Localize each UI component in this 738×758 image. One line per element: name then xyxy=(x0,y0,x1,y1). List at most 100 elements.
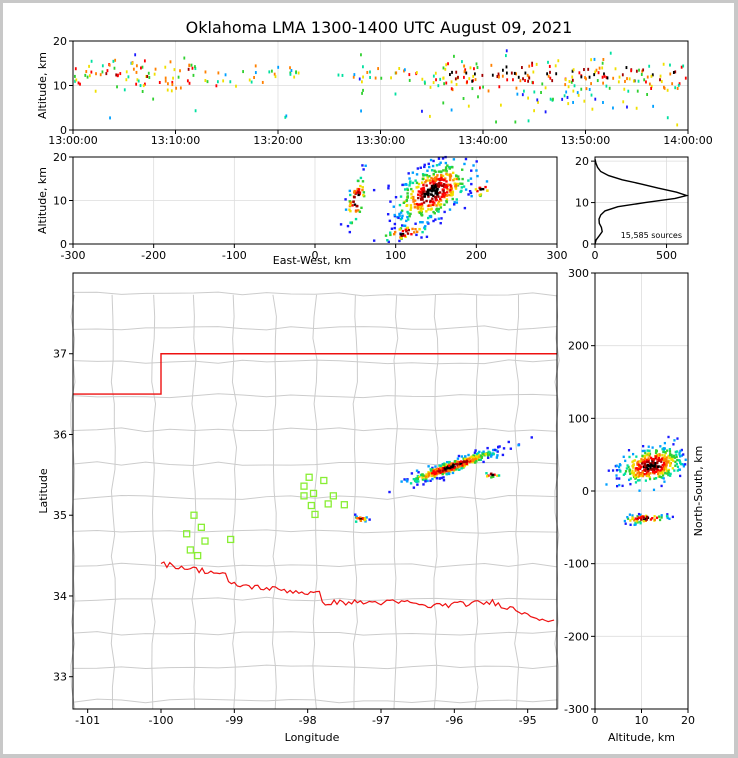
ew-source-mark-1-348 xyxy=(413,206,417,209)
ew-source-mark-1-339 xyxy=(420,198,423,201)
ns-source-mark-0-331 xyxy=(662,448,666,452)
map-source-mark-0-195 xyxy=(489,455,493,458)
ew-source-mark-2-37 xyxy=(420,236,423,239)
ew-source-mark-3-5 xyxy=(485,180,489,183)
map-source-mark-2-0 xyxy=(487,474,490,477)
ew-source-mark-1-157 xyxy=(437,170,441,173)
time-source-mark-4-63 xyxy=(497,75,500,79)
ew-source-mark-1-172 xyxy=(427,195,430,198)
ew-source-mark-1-345 xyxy=(469,191,473,195)
ns-source-mark-0-30 xyxy=(646,449,649,452)
map-source-mark-0-136 xyxy=(457,461,461,464)
time-source-mark-0-88 xyxy=(175,86,178,90)
time-source-mark-0-1 xyxy=(169,60,172,64)
ns-source-mark-0-194 xyxy=(663,463,666,467)
ns-source-mark-0-45 xyxy=(679,474,682,478)
ew-source-mark-1-374 xyxy=(432,172,435,176)
ew-source-mark-1-64 xyxy=(438,179,442,182)
time-source-mark-2-0 xyxy=(352,75,355,79)
map-source-mark-1-0 xyxy=(359,516,362,519)
ew-source-mark-0-54 xyxy=(346,224,350,228)
ew-source-mark-3-14 xyxy=(478,193,481,197)
ns-source-mark-0-262 xyxy=(628,455,631,459)
ns-source-mark-0-288 xyxy=(631,469,634,473)
time-source-mark-4-138 xyxy=(627,89,630,93)
ew-source-mark-1-6 xyxy=(435,176,438,179)
ew-source-mark-1-406 xyxy=(429,204,432,207)
county-line-ns xyxy=(554,294,560,710)
ew-source-mark-1-291 xyxy=(400,224,404,227)
ns-source-mark-0-239 xyxy=(648,449,651,453)
time-source-mark-4-89 xyxy=(626,105,628,109)
ns-source-mark-0-246 xyxy=(657,456,661,460)
ns-source-mark-0-276 xyxy=(664,457,667,461)
time-source-mark-4-178 xyxy=(547,60,549,64)
ew-source-mark-1-331 xyxy=(403,188,407,191)
lma-station-marker-8 xyxy=(320,476,328,485)
ew-source-mark-1-333 xyxy=(455,201,459,204)
time-source-mark-4-139 xyxy=(601,66,604,70)
ew-source-mark-1-56 xyxy=(435,204,438,207)
ew-source-mark-1-417 xyxy=(444,169,448,172)
ns-source-mark-0-316 xyxy=(667,468,671,472)
ns-source-mark-0-368 xyxy=(663,454,666,457)
time-source-mark-5-23 xyxy=(663,85,665,89)
ew-source-mark-1-105 xyxy=(409,208,412,212)
ew-source-mark-2-28 xyxy=(393,226,396,230)
ew-source-mark-3-12 xyxy=(478,186,481,190)
ew-source-mark-1-304 xyxy=(434,196,437,199)
ew-source-mark-1-177 xyxy=(406,218,410,221)
map-source-mark-0-99 xyxy=(424,478,428,481)
map-source-mark-0-301 xyxy=(472,456,475,459)
time-source-mark-4-12 xyxy=(570,80,573,84)
lma-station-marker-12 xyxy=(329,492,337,500)
ns-source-mark-1-31 xyxy=(642,518,646,521)
time-source-mark-0-42 xyxy=(79,82,81,86)
ew-source-mark-0-5 xyxy=(351,204,354,207)
ew-source-mark-1-32 xyxy=(443,210,446,214)
map-source-mark-0-172 xyxy=(471,460,474,464)
time-source-mark-0-81 xyxy=(116,85,118,89)
ns-source-mark-0-172 xyxy=(638,479,641,482)
map-source-mark-2-3 xyxy=(486,475,489,478)
ew-source-mark-1-266 xyxy=(390,227,394,230)
time-source-mark-4-67 xyxy=(628,77,631,81)
time-source-mark-4-60 xyxy=(535,62,538,66)
time-source-mark-0-79 xyxy=(147,71,150,75)
map-source-mark-0-71 xyxy=(416,474,420,478)
ew-source-mark-2-34 xyxy=(404,228,407,231)
ns-source-mark-1-37 xyxy=(642,519,645,523)
time-source-mark-4-110 xyxy=(597,71,600,75)
map-source-mark-0-320 xyxy=(477,458,481,462)
time-source-mark-4-157 xyxy=(532,81,534,85)
time-source-mark-4-140 xyxy=(517,75,520,79)
ew-source-mark-0-30 xyxy=(352,200,355,204)
ns-source-mark-0-73 xyxy=(627,449,631,452)
time-source-mark-0-5 xyxy=(125,70,128,74)
time-source-mark-0-36 xyxy=(116,74,119,78)
ew-source-mark-1-205 xyxy=(449,173,452,176)
time-source-mark-1-8 xyxy=(285,114,288,118)
map-source-mark-0-350 xyxy=(434,465,437,468)
map-source-mark-0-339 xyxy=(471,459,475,463)
ew-source-mark-3-3 xyxy=(470,195,473,198)
time-source-mark-5-25 xyxy=(642,68,645,72)
ew-source-mark-1-368 xyxy=(416,193,420,196)
time-source-mark-4-91 xyxy=(527,119,530,123)
ew-source-mark-1-224 xyxy=(417,190,421,193)
time-source-mark-4-108 xyxy=(602,57,605,61)
ns-source-mark-0-333 xyxy=(647,469,650,472)
time-source-mark-0-33 xyxy=(123,88,126,92)
ew-source-mark-1-231 xyxy=(411,190,414,193)
time-source-mark-0-80 xyxy=(105,72,108,76)
ns-source-mark-0-351 xyxy=(617,465,621,468)
map-source-mark-0-91 xyxy=(487,450,490,454)
ns-source-mark-1-10 xyxy=(660,516,663,519)
ew-source-mark-3-10 xyxy=(486,189,489,192)
map-source-mark-0-144 xyxy=(497,446,500,449)
time-source-mark-0-89 xyxy=(112,59,115,63)
map-source-mark-0-325 xyxy=(450,462,453,465)
ns-source-mark-0-199 xyxy=(635,467,638,470)
ew-source-mark-0-23 xyxy=(349,193,352,197)
map-source-mark-0-100 xyxy=(438,464,441,467)
